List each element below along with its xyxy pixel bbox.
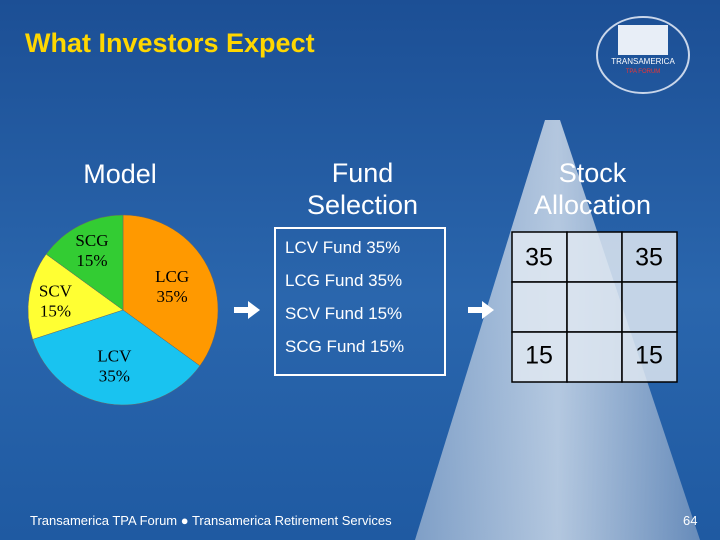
pie-label: LCV 35%	[97, 346, 132, 385]
fund-heading: Fund Selection	[306, 158, 419, 220]
pie-slice	[27, 253, 124, 340]
allocation-cell	[621, 231, 678, 283]
model-heading: Model	[83, 159, 157, 189]
fund-item: SCG Fund 15%	[285, 337, 404, 356]
fund-item: SCV Fund 15%	[285, 304, 402, 323]
pie-slice	[32, 309, 201, 406]
logo-ring	[596, 16, 690, 94]
allocation-value: 15	[635, 342, 663, 370]
title: What Investors Expect	[25, 28, 315, 58]
arrow	[234, 301, 260, 319]
pie-label: LCG 35%	[155, 267, 189, 306]
fund-item: LCV Fund 35%	[285, 238, 400, 257]
allocation-cell	[566, 231, 623, 283]
pie-category: LCV	[97, 346, 132, 365]
allocation-cell	[511, 281, 568, 333]
fund-item: LCG Fund 35%	[285, 271, 402, 290]
logo-name: TRANSAMERICA	[611, 57, 675, 66]
allocation-cell	[621, 331, 678, 383]
pie-value-label: 35%	[99, 366, 130, 385]
pie-label: SCG 15%	[75, 231, 108, 270]
stock-heading: Stock Allocation	[533, 158, 652, 220]
allocation-value: 15	[525, 342, 553, 370]
allocation-cell	[566, 281, 623, 333]
fund-box	[274, 227, 446, 376]
allocation-value: 35	[525, 244, 553, 272]
allocation-value: 35	[635, 244, 663, 272]
page-number: 64	[683, 513, 698, 528]
logo-subname: TPA FORUM	[626, 69, 661, 75]
footer-text: Transamerica TPA Forum ● Transamerica Re…	[30, 513, 392, 528]
logo: TRANSAMERICA TPA FORUM	[596, 16, 690, 94]
pie-category: SCV	[39, 281, 73, 300]
pie-category: LCG	[155, 267, 189, 286]
pie-slice	[45, 214, 124, 311]
allocation-cell	[621, 281, 678, 333]
logo-temple	[618, 25, 668, 55]
pie-category: SCG	[75, 231, 108, 250]
pie-value-label: 15%	[40, 301, 71, 320]
pie-value-label: 35%	[157, 287, 188, 306]
pie-slice	[122, 214, 219, 367]
allocation-cell	[566, 331, 623, 383]
arrow	[468, 301, 494, 319]
pie-value-label: 15%	[76, 251, 107, 270]
pie-label: SCV 15%	[39, 281, 73, 320]
